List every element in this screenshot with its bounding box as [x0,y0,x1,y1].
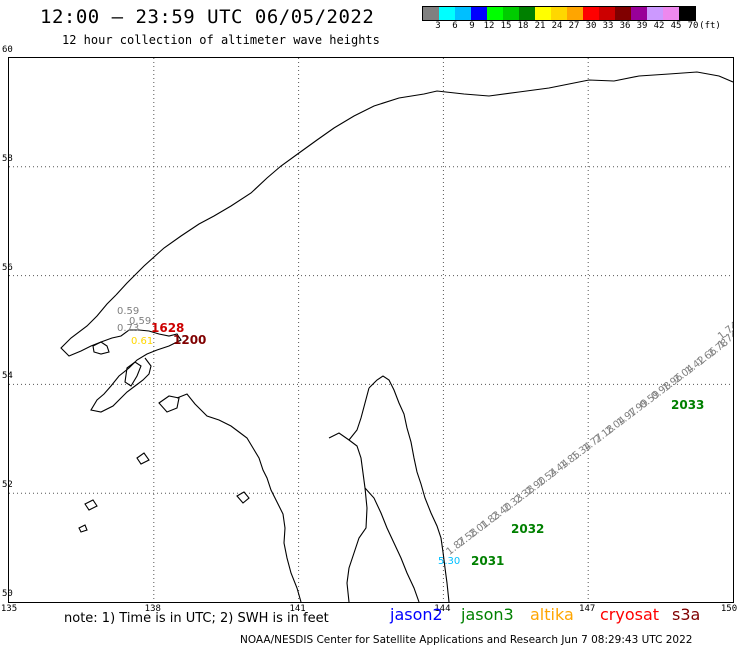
latitude-label: 58 [2,153,13,164]
shantar-island-2 [124,361,142,387]
colorbar-swatch [551,7,567,20]
colorbar-label: 45 [670,21,682,31]
wave-height-colorbar [422,6,696,21]
colorbar-label: 15 [500,21,512,31]
map-subtitle: 12 hour collection of altimeter wave hei… [62,33,380,47]
colorbar-swatch [519,7,535,20]
colorbar-swatch [599,7,615,20]
colorbar-label: 12 [483,21,495,31]
shantar-island [92,341,110,355]
colorbar-label: 33 [602,21,614,31]
satellite-legend-altika: altika [530,605,574,624]
colorbar-label: 9 [469,21,475,31]
wave-height-label: 0.59 [129,316,151,327]
colorbar-swatch [471,7,487,20]
colorbar-label: (ft) [699,21,721,31]
colorbar-label: 18 [517,21,529,31]
colorbar-label: 24 [551,21,563,31]
colorbar-swatch [503,7,519,20]
sakhalin-bay [348,387,370,441]
colorbar-swatch [663,7,679,20]
small-island-3 [78,524,88,533]
altimeter-tracks: 162812002033203220310.590.590.730.615.30… [117,306,740,568]
sakhalin-east [368,375,450,603]
longitude-label: 141 [289,604,306,614]
small-island-1 [236,491,250,504]
colorbar-swatch [535,7,551,20]
wave-height-label: 0.59 [117,306,139,317]
longitude-label: 135 [0,604,18,614]
pass-time-label: 2033 [671,398,704,412]
small-island-4 [136,452,150,465]
pass-time-label: 2032 [511,522,544,536]
colorbar-swatch [631,7,647,20]
colorbar-labels: 3 6 9 12 15 18 21 24 27 30 33 36 39 42 45 70 (ft) [422,21,740,35]
satellite-legend-jason3: jason3 [461,605,514,624]
latitude-label: 54 [2,371,13,382]
colorbar-label: 6 [452,21,458,31]
latitude-label: 52 [2,480,13,491]
colorbar-label: 21 [534,21,546,31]
latitude-label: 60 [2,45,13,55]
colorbar-swatch [487,7,503,20]
map-canvas: 162812002033203220310.590.590.730.615.30… [9,58,740,603]
latitude-label: 50 [2,589,13,599]
map-frame: 1628 1200 2033 2032 2031 0.59 0.59 0.73 0.61 5.30… [8,57,740,603]
credit-line: NOAA/NESDIS Center for Satellite Applica… [240,634,693,646]
graticule [9,58,733,602]
pass-time-label: 1200 [173,333,206,347]
longitude-label: 150 [720,604,738,614]
bay-island [158,395,180,413]
small-island-2 [84,499,98,511]
amur-coast [176,393,302,603]
colorbar-swatch [679,7,695,20]
footer-note: note: 1) Time is in UTC; 2) SWH is in fe… [64,611,329,626]
wave-height-label: 0.61 [131,336,153,347]
colorbar-label: 36 [619,21,631,31]
colorbar-swatch [615,7,631,20]
colorbar-label: 30 [585,21,597,31]
satellite-legend-jason2: jason2 [390,605,443,624]
colorbar-swatch [455,7,471,20]
wave-height-label: 0.73 [117,323,139,334]
colorbar-swatch [567,7,583,20]
colorbar-label: 27 [568,21,580,31]
okhotsk-western-coast [60,294,182,413]
map-title: 12:00 — 23:59 UTC 06/05/2022 [40,6,375,28]
colorbar-swatch [439,7,455,20]
colorbar-swatch [647,7,663,20]
sakhalin-west [328,432,368,603]
colorbar-label: 3 [435,21,441,31]
latitude-label: 56 [2,262,13,273]
sakhalin-south [364,487,420,603]
satellite-legend-s3a: s3a [672,605,701,624]
colorbar-label: 39 [636,21,648,31]
satellite-legend-cryosat: cryosat [600,605,660,624]
wave-height-label: 5.30 [438,556,460,567]
longitude-label: 138 [144,604,161,614]
coastline [60,71,734,603]
longitude-label: 144 [434,604,451,614]
pass-time-label: 2031 [471,554,504,568]
longitude-label: 147 [579,604,596,614]
colorbar-swatch [583,7,599,20]
northern-coastline [115,71,734,296]
colorbar-label: 42 [653,21,665,31]
colorbar-label: 70 [687,21,699,31]
colorbar-swatch [423,7,439,20]
pass-time-label: 1628 [151,321,184,335]
